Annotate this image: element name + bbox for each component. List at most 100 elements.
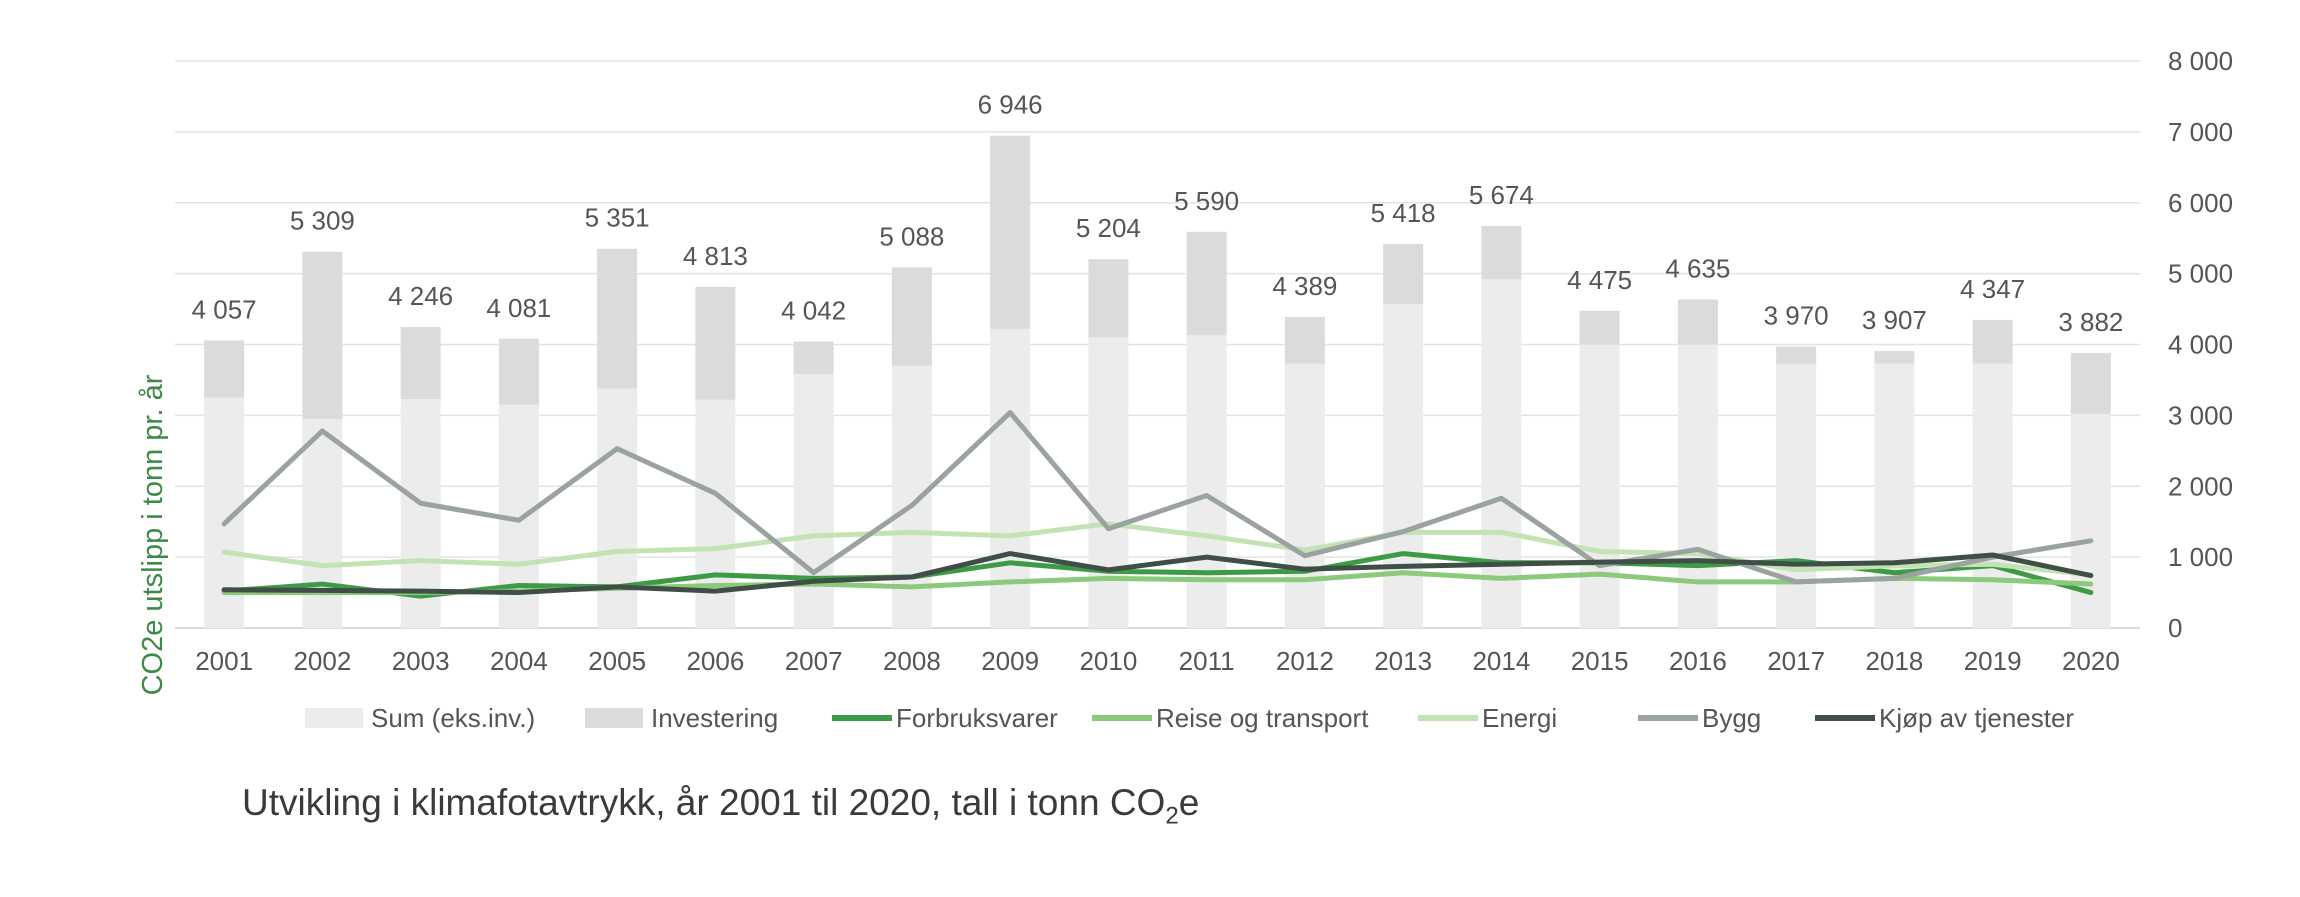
y-tick-label: 1 000 [2168, 542, 2233, 572]
y-tick-label: 3 000 [2168, 400, 2233, 430]
total-label: 4 081 [486, 293, 551, 323]
line-energi [221, 521, 2094, 578]
legend-label: Sum (eks.inv.) [371, 703, 535, 733]
bar-investering [1677, 299, 1718, 345]
x-tick-label: 2017 [1767, 646, 1825, 676]
bar-sum [597, 388, 638, 628]
x-tick-label: 2010 [1079, 646, 1137, 676]
bar-investering [1481, 225, 1522, 280]
total-label: 4 347 [1960, 274, 2025, 304]
bar-investering [204, 340, 245, 398]
bar-sum [1284, 363, 1325, 628]
bar-investering [695, 286, 736, 400]
x-tick-label: 2011 [1179, 646, 1235, 676]
bar-sum [1579, 344, 1620, 628]
x-tick-label: 2015 [1571, 646, 1629, 676]
legend-label: Kjøp av tjenester [1879, 703, 2074, 733]
caption-suffix: e [1178, 782, 1200, 823]
y-tick-label: 4 000 [2168, 330, 2233, 360]
y-tick-label: 6 000 [2168, 188, 2233, 218]
total-label: 3 970 [1764, 301, 1829, 331]
bar-sum [1481, 279, 1522, 628]
legend-label: Bygg [1702, 703, 1761, 733]
total-label: 5 088 [879, 221, 944, 251]
line-bygg [221, 410, 2094, 585]
y-tick-label: 0 [2168, 613, 2182, 643]
total-label: 4 475 [1567, 265, 1632, 295]
legend-label: Reise og transport [1156, 703, 1369, 733]
y-tick-label: 8 000 [2168, 46, 2233, 76]
total-label: 4 389 [1272, 271, 1337, 301]
bar-investering [2070, 352, 2111, 414]
bar-investering [1579, 310, 1620, 345]
bar-sum [1186, 335, 1227, 628]
bar-sum [1677, 344, 1718, 628]
caption-main: Utvikling i klimafotavtrykk, år 2001 til… [242, 782, 1166, 823]
total-label: 4 246 [388, 281, 453, 311]
legend-label: Investering [651, 703, 778, 733]
x-tick-label: 2004 [490, 646, 548, 676]
x-tick-label: 2008 [883, 646, 941, 676]
bar-investering [498, 338, 539, 405]
x-tick-label: 2012 [1276, 646, 1334, 676]
x-tick-label: 2016 [1669, 646, 1727, 676]
legend-swatch [305, 708, 363, 728]
total-label: 3 907 [1862, 305, 1927, 335]
total-label: 5 674 [1469, 180, 1534, 210]
total-label: 3 882 [2058, 307, 2123, 337]
y-tick-label: 7 000 [2168, 117, 2233, 147]
total-label: 5 309 [290, 206, 355, 236]
bar-investering [1972, 319, 2013, 364]
total-label: 4 813 [683, 241, 748, 271]
bar-sum [1383, 304, 1424, 628]
total-label: 5 351 [585, 203, 650, 233]
chart-caption: Utvikling i klimafotavtrykk, år 2001 til… [242, 782, 1199, 830]
bar-sum [1088, 337, 1129, 628]
bar-investering [1776, 346, 1817, 365]
bar-sum [990, 328, 1031, 628]
line-kj-p-av-tjenester [221, 551, 2094, 596]
bar-investering [1088, 259, 1129, 338]
bar-investering [400, 327, 441, 400]
bar-investering [597, 248, 638, 389]
x-tick-label: 2001 [195, 646, 253, 676]
y-tick-label: 2 000 [2168, 471, 2233, 501]
bar-sum [1776, 364, 1817, 628]
y-tick-label: 5 000 [2168, 259, 2233, 289]
bar-investering [1186, 231, 1227, 336]
bar-investering [1874, 351, 1915, 364]
bar-investering [302, 251, 343, 419]
bar-sum [2070, 413, 2111, 628]
total-label: 4 057 [192, 294, 257, 324]
x-tick-label: 2013 [1374, 646, 1432, 676]
x-tick-label: 2005 [588, 646, 646, 676]
bar-sum [302, 418, 343, 628]
y-axis-label: CO2e utslipp i tonn pr. år [137, 374, 169, 695]
bar-investering [1284, 316, 1325, 364]
x-tick-label: 2003 [392, 646, 450, 676]
total-label: 4 635 [1665, 253, 1730, 283]
legend-swatch [585, 708, 643, 728]
bar-investering [793, 341, 834, 375]
bar-sum [695, 399, 736, 628]
legend-label: Forbruksvarer [896, 703, 1058, 733]
caption-subscript: 2 [1165, 802, 1179, 830]
x-tick-label: 2019 [1964, 646, 2022, 676]
x-tick-label: 2018 [1865, 646, 1923, 676]
x-tick-label: 2006 [686, 646, 744, 676]
bar-sum [1874, 363, 1915, 628]
x-tick-label: 2009 [981, 646, 1039, 676]
total-label: 5 590 [1174, 186, 1239, 216]
bar-sum [1972, 363, 2013, 628]
total-label: 4 042 [781, 296, 846, 326]
bar-investering [990, 135, 1031, 329]
total-label: 5 204 [1076, 213, 1141, 243]
x-tick-label: 2007 [785, 646, 843, 676]
total-label: 5 418 [1371, 198, 1436, 228]
bar-sum [793, 374, 834, 628]
x-tick-label: 2014 [1472, 646, 1530, 676]
x-tick-label: 2020 [2062, 646, 2120, 676]
total-label: 6 946 [978, 90, 1043, 120]
